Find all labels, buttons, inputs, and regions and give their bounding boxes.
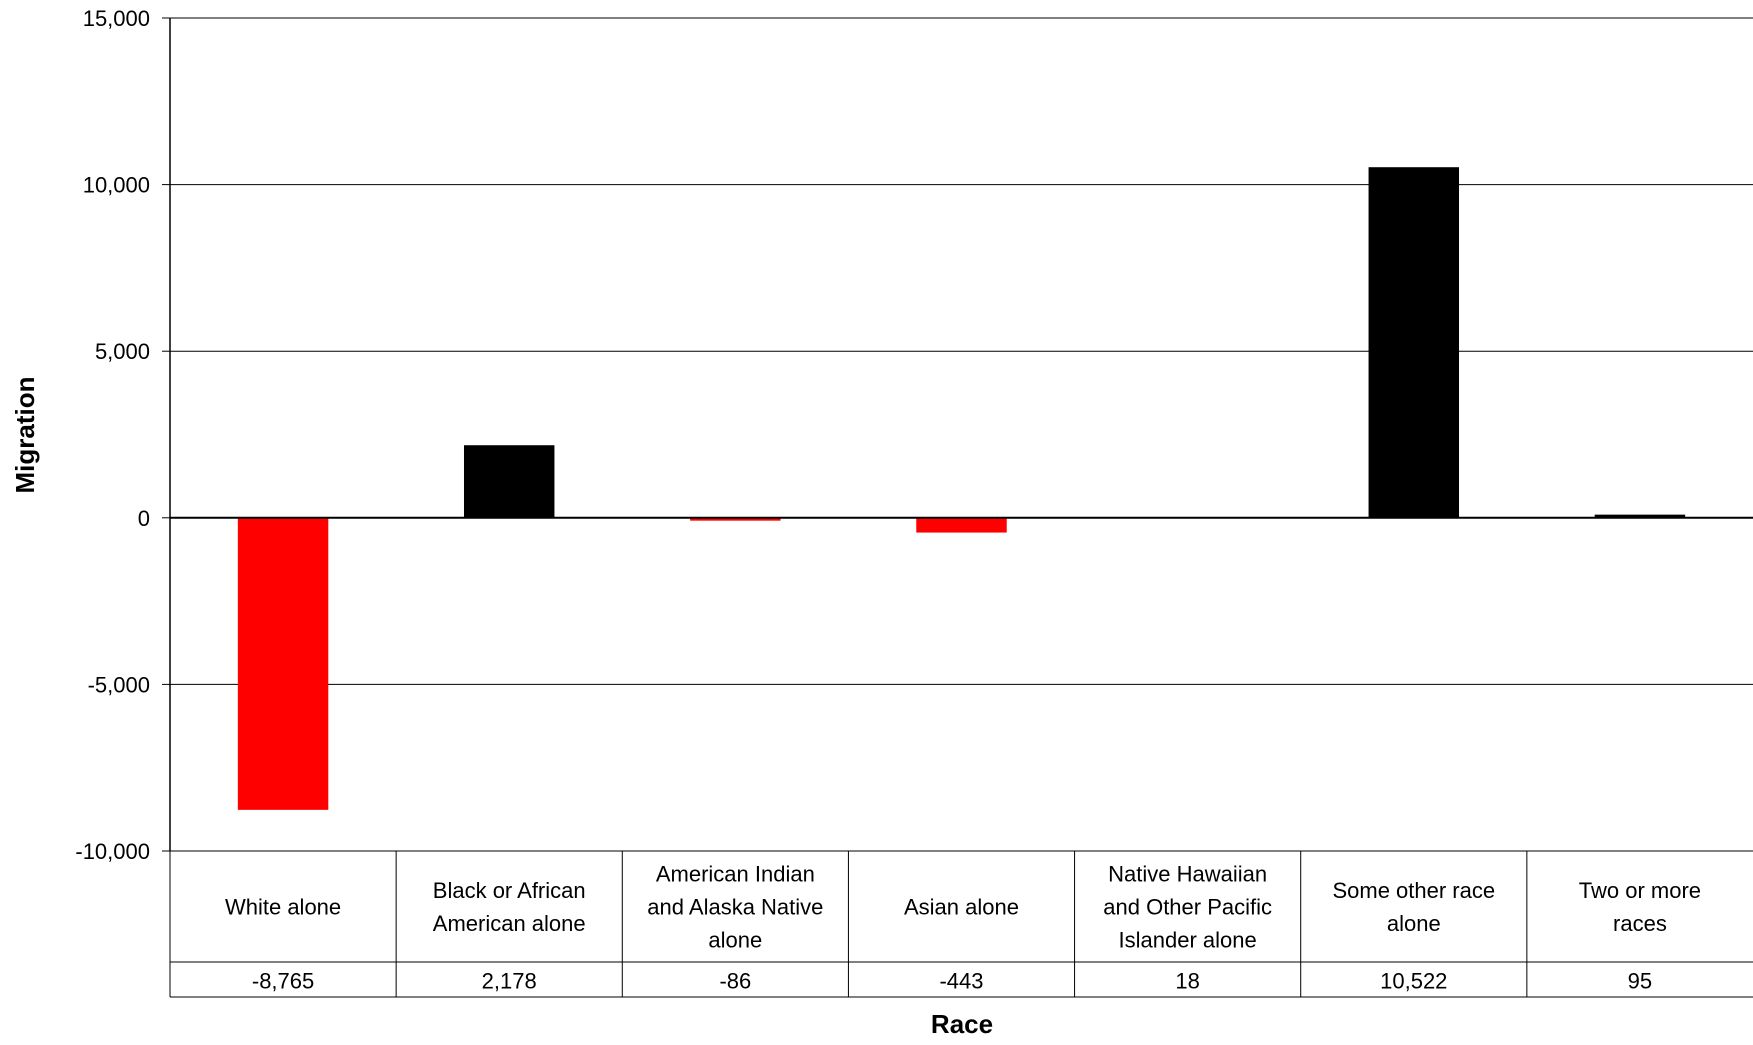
- bar: [916, 517, 1007, 533]
- category-label: Native Hawaiian and Other Pacific Islander…: [1103, 862, 1272, 953]
- y-tick-label: 15,000: [83, 6, 150, 31]
- y-tick-label: 0: [138, 506, 150, 531]
- value-label: -86: [719, 969, 751, 994]
- value-label: -8,765: [252, 969, 314, 994]
- value-label: 2,178: [482, 969, 537, 994]
- y-tick-label: 10,000: [83, 173, 150, 198]
- category-label: White alone: [225, 895, 341, 920]
- bar: [237, 517, 329, 810]
- gridlines: [170, 17, 1753, 852]
- value-label: 10,522: [1380, 969, 1447, 994]
- data-table: White alone -8,765 Black or African America…: [169, 850, 1753, 998]
- bar: [1594, 514, 1686, 518]
- x-axis-title: Race: [931, 1009, 993, 1039]
- category-label: Two or more races: [1579, 878, 1701, 936]
- value-label: -443: [939, 969, 983, 994]
- category-label: Black or African American alone: [433, 878, 586, 936]
- category-label: American Indian and Alaska Native alone: [647, 862, 823, 953]
- y-tick-label: -10,000: [75, 839, 150, 864]
- y-tick-labels: 15,000 10,000 5,000 0 -5,000 -10,000: [75, 6, 150, 864]
- category-label: Asian alone: [904, 895, 1019, 920]
- bars: [237, 167, 1686, 810]
- value-label: 95: [1628, 969, 1652, 994]
- y-tick-label: 5,000: [95, 339, 150, 364]
- bar: [463, 445, 555, 518]
- category-label: Some other race alone: [1332, 878, 1495, 936]
- axes: [162, 17, 1753, 852]
- y-axis-title: Migration: [10, 377, 40, 494]
- y-tick-label: -5,000: [88, 672, 150, 697]
- bar: [690, 517, 781, 521]
- value-label: 18: [1175, 969, 1199, 994]
- bar: [1368, 167, 1460, 518]
